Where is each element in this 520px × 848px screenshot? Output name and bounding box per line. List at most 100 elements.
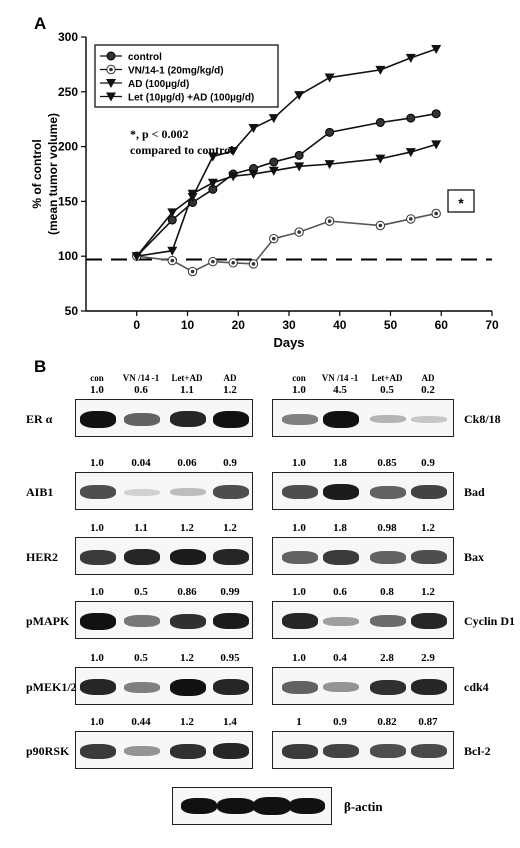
blot-label-right: Bad [464, 485, 485, 499]
series-line [136, 143, 437, 257]
y-tick-label: 50 [65, 304, 79, 318]
y-tick-label: 250 [58, 85, 78, 99]
blot-value-right: 1.2 [421, 522, 435, 534]
x-axis-label: Days [273, 335, 304, 350]
band [370, 550, 406, 564]
blot-value-right: 0.6 [333, 586, 347, 598]
blot-label-right: Bcl-2 [464, 744, 491, 758]
data-point [405, 148, 416, 158]
series-layer [131, 45, 442, 277]
data-point [431, 109, 441, 119]
data-point [325, 127, 335, 137]
lane-header-right: VN /14 -1 [321, 373, 359, 383]
blot-value-left: 0.6 [134, 384, 148, 396]
data-point [268, 114, 279, 124]
band [411, 744, 447, 758]
blot-box [272, 731, 454, 769]
data-point-center [378, 223, 383, 228]
blot-label-left: AIB1 [26, 485, 54, 499]
x-tick-label: 30 [282, 318, 296, 332]
data-point-center [251, 262, 256, 266]
blot-value-right: 0.8 [380, 586, 394, 598]
significance-note: *, p < 0.002 [130, 127, 189, 141]
blot-box [75, 537, 253, 575]
x-tick-label: 60 [435, 318, 449, 332]
blot-value-left: 0.99 [220, 586, 240, 598]
data-point [248, 123, 259, 133]
blot-value-left: 1.2 [180, 652, 194, 664]
band [213, 485, 249, 499]
legend-label: VN/14-1 (20mg/kg/d) [128, 66, 224, 77]
blot-value-right: 2.8 [380, 652, 394, 664]
band [170, 743, 206, 759]
band [124, 488, 160, 496]
band [370, 679, 406, 695]
band [323, 682, 359, 692]
blot-value-left: 1.2 [180, 522, 194, 534]
data-point-center [297, 230, 301, 234]
band [124, 746, 160, 756]
x-tick-label: 20 [232, 318, 246, 332]
blot-value-right: 0.9 [333, 716, 347, 728]
data-point [167, 246, 178, 256]
blot-box [75, 472, 253, 510]
legend-marker [106, 92, 116, 102]
band [411, 485, 447, 499]
blot-value-right: 2.9 [421, 652, 435, 664]
y-axis-label-2: (mean tumor volume) [46, 113, 60, 235]
data-point [375, 117, 385, 127]
data-point [405, 53, 416, 63]
band [124, 615, 160, 627]
band [370, 415, 406, 423]
band [282, 680, 318, 694]
series-line [136, 48, 437, 257]
blot-value-left: 1.0 [90, 457, 104, 469]
data-point [228, 172, 239, 182]
blot-box [75, 667, 253, 705]
blot-value-right: 1.0 [292, 586, 306, 598]
blot-label-right: Ck8/18 [464, 412, 501, 426]
x-tick-label: 0 [133, 318, 140, 332]
band [181, 798, 217, 814]
data-point [268, 166, 279, 176]
band [323, 410, 359, 428]
blot-value-left: 1.0 [90, 384, 104, 396]
lane-header-right: AD [421, 373, 435, 383]
blot-value-right: 4.5 [333, 384, 347, 396]
band [80, 612, 116, 630]
data-point [248, 170, 259, 179]
blot-value-left: 1.2 [223, 384, 237, 396]
legend-label: Let (10µg/d) +AD (100µg/d) [128, 93, 254, 104]
panel-a-label: A [34, 14, 47, 33]
data-point-center [190, 269, 195, 274]
series-3 [131, 45, 442, 262]
blot-value-left: 0.9 [223, 457, 237, 469]
band [170, 678, 206, 696]
blot-value-right: 0.2 [421, 384, 435, 396]
blot-value-right: 1.8 [333, 457, 347, 469]
data-point [375, 65, 386, 75]
blot-value-left: 1.1 [180, 384, 194, 396]
blot-value-left: 1.0 [90, 716, 104, 728]
band [370, 485, 406, 499]
data-point [294, 150, 304, 160]
legend-box [94, 44, 279, 108]
band [323, 744, 359, 758]
band [124, 549, 160, 565]
data-point [187, 193, 198, 203]
legend-label: AD (100µg/d) [128, 79, 189, 90]
blot-value-left: 1.1 [134, 522, 148, 534]
lane-header-left: con [90, 373, 104, 383]
blot-value-right: 0.87 [418, 716, 438, 728]
blot-label-right: Cyclin D1 [464, 614, 515, 628]
data-point-center [211, 259, 215, 264]
blot-label-left: p90RSK [26, 744, 70, 758]
significance-note-2: compared to control [130, 143, 234, 157]
blot-box [272, 537, 454, 575]
legend-label: control [128, 52, 162, 63]
blot-label-left: HER2 [26, 550, 59, 564]
band [80, 679, 116, 695]
band [170, 411, 206, 427]
chart-legend: control VN/14-1 (20mg/kg/d) AD (100µg/d) Le… [94, 44, 279, 108]
band [289, 798, 325, 814]
